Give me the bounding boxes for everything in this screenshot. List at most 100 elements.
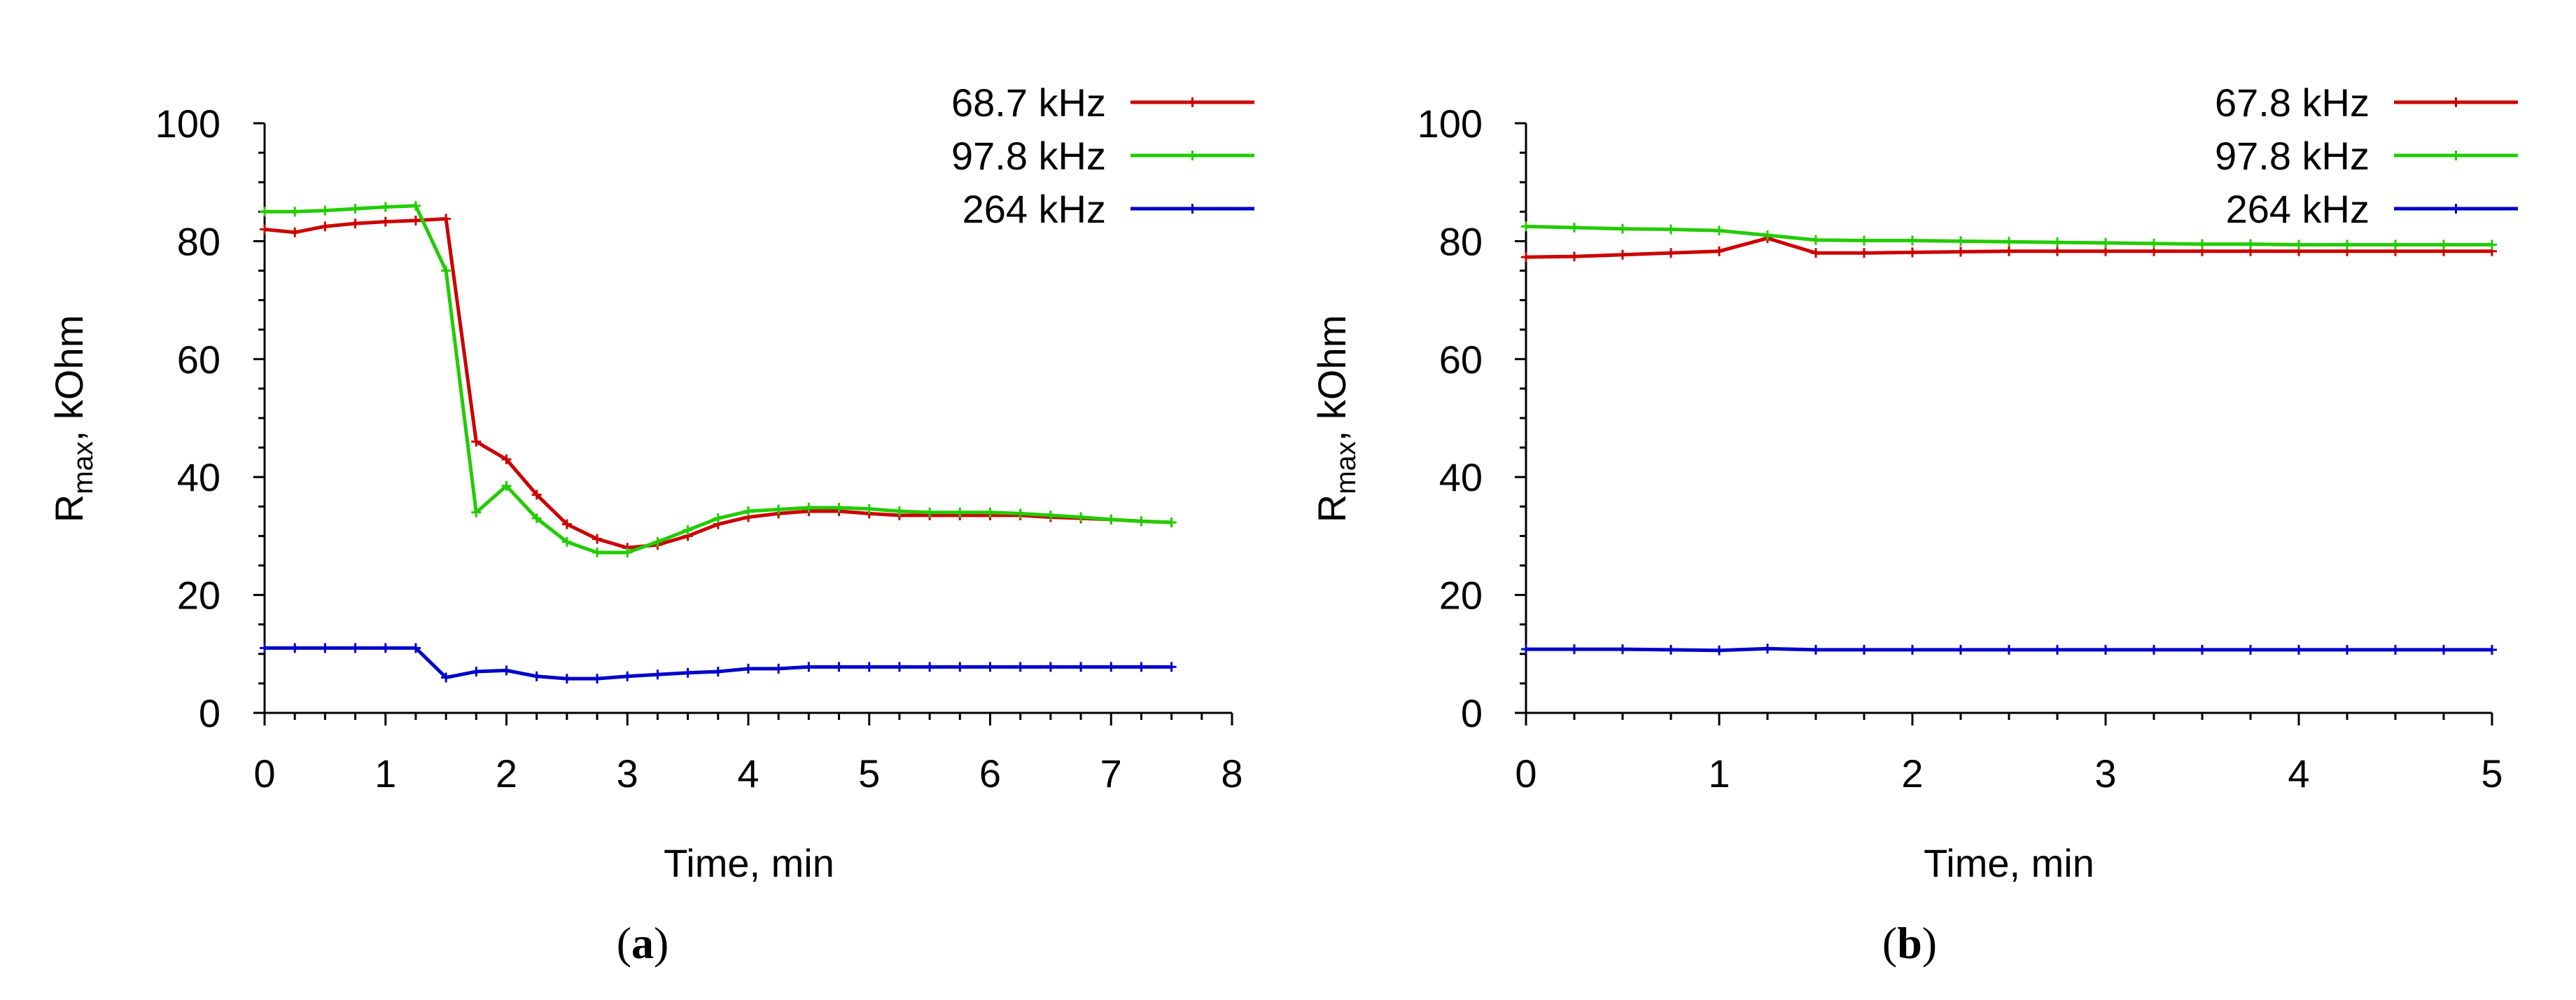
data-point xyxy=(955,662,965,672)
data-point xyxy=(864,504,874,514)
legend-label: 67.8 kHz xyxy=(2215,81,2370,125)
caption-close-paren: ) xyxy=(1922,918,1937,968)
data-point xyxy=(592,547,603,557)
series-97-8-khz xyxy=(260,200,1177,557)
data-point xyxy=(260,224,270,235)
data-point xyxy=(713,513,723,524)
data-point xyxy=(2294,644,2304,655)
data-point xyxy=(380,643,391,653)
data-point xyxy=(1859,644,1869,655)
data-point xyxy=(2101,246,2110,256)
x-tick-label: 2 xyxy=(496,751,517,796)
y-axis-title-subscript: max xyxy=(1331,441,1362,494)
data-point xyxy=(1106,514,1116,525)
data-point xyxy=(320,643,330,653)
data-point xyxy=(1763,230,1772,240)
data-point xyxy=(2004,644,2014,655)
data-point xyxy=(1714,246,1724,256)
data-point xyxy=(380,202,391,212)
y-axis-title-unit: , kOhm xyxy=(1310,315,1354,441)
x-tick-label: 7 xyxy=(1100,751,1122,796)
data-point xyxy=(1136,662,1147,672)
data-point xyxy=(290,207,300,217)
x-tick-label: 1 xyxy=(374,751,396,796)
caption-letter: a xyxy=(631,918,654,968)
y-tick-label: 40 xyxy=(177,455,220,499)
x-tick-label: 1 xyxy=(1708,751,1730,796)
data-point xyxy=(320,221,330,232)
y-axis-title: Rmax, kOhm xyxy=(47,315,99,523)
data-point xyxy=(1907,235,1917,246)
data-point xyxy=(350,218,360,229)
x-tick-label: 2 xyxy=(1901,751,1923,796)
chart-panel-b: 0 20 40 60 80 100 0 1 2 3 4 5 Time, min Rmax, kOhm 67.… xyxy=(1310,81,2518,968)
data-point xyxy=(894,506,904,517)
data-point xyxy=(531,671,542,681)
x-tick-label: 6 xyxy=(979,751,1001,796)
data-point xyxy=(2197,644,2207,655)
y-tick-label: 0 xyxy=(1461,691,1483,735)
data-point xyxy=(441,265,451,276)
data-point xyxy=(1714,645,1724,655)
data-point xyxy=(1136,516,1147,527)
series-68-7-khz xyxy=(260,214,1177,553)
data-point xyxy=(894,662,904,672)
data-point xyxy=(1811,248,1821,258)
data-point xyxy=(1956,246,1966,257)
data-point xyxy=(1714,225,1724,236)
x-tick-label: 4 xyxy=(737,751,759,796)
legend-label: 264 kHz xyxy=(962,187,1106,231)
data-point xyxy=(2004,237,2014,247)
data-point xyxy=(1811,235,1821,245)
y-axis-title-main: R xyxy=(47,494,91,522)
legend: 68.7 kHz 97.8 kHz 264 kHz xyxy=(951,81,1254,231)
data-point xyxy=(260,207,270,217)
data-point xyxy=(622,671,633,681)
data-point xyxy=(2052,644,2062,655)
data-point xyxy=(1076,512,1086,522)
data-point xyxy=(955,507,965,518)
data-point xyxy=(743,663,753,674)
series-264-khz xyxy=(260,643,1177,684)
data-point xyxy=(2390,644,2400,655)
x-tick-label: 0 xyxy=(1515,751,1536,796)
data-point xyxy=(531,489,542,500)
data-point xyxy=(1618,223,1628,234)
data-point xyxy=(2439,239,2449,250)
data-point xyxy=(1666,224,1676,235)
legend-label: 97.8 kHz xyxy=(2215,134,2370,178)
data-point xyxy=(320,205,330,216)
data-point xyxy=(410,215,421,225)
data-point xyxy=(561,519,572,529)
y-tick-label: 100 xyxy=(1418,102,1483,146)
data-point xyxy=(290,227,300,237)
data-point xyxy=(2149,644,2159,655)
series-line xyxy=(264,216,1172,550)
data-point xyxy=(1076,662,1086,672)
data-point xyxy=(1907,247,1917,258)
data-point xyxy=(1956,644,1966,655)
caption-letter: b xyxy=(1897,918,1922,968)
data-point xyxy=(925,662,935,672)
x-tick-label: 3 xyxy=(617,751,638,796)
data-point xyxy=(1521,221,1531,232)
data-point xyxy=(622,547,633,557)
data-point xyxy=(2149,238,2159,249)
data-point xyxy=(1956,236,1966,246)
data-point xyxy=(985,507,995,518)
data-point xyxy=(471,667,482,677)
y-axis-title: Rmax, kOhm xyxy=(1310,315,1362,523)
data-point xyxy=(2246,644,2255,655)
data-point xyxy=(2052,237,2062,248)
data-point xyxy=(441,672,451,683)
data-point xyxy=(380,216,391,227)
data-point xyxy=(1618,644,1628,655)
x-tick-label: 8 xyxy=(1221,751,1242,796)
data-point xyxy=(1618,249,1628,260)
data-point xyxy=(2342,644,2352,655)
y-axis-title-main: R xyxy=(1310,494,1354,522)
data-point xyxy=(2487,239,2497,250)
caption-open-paren: ( xyxy=(617,918,631,968)
data-point xyxy=(290,643,300,653)
